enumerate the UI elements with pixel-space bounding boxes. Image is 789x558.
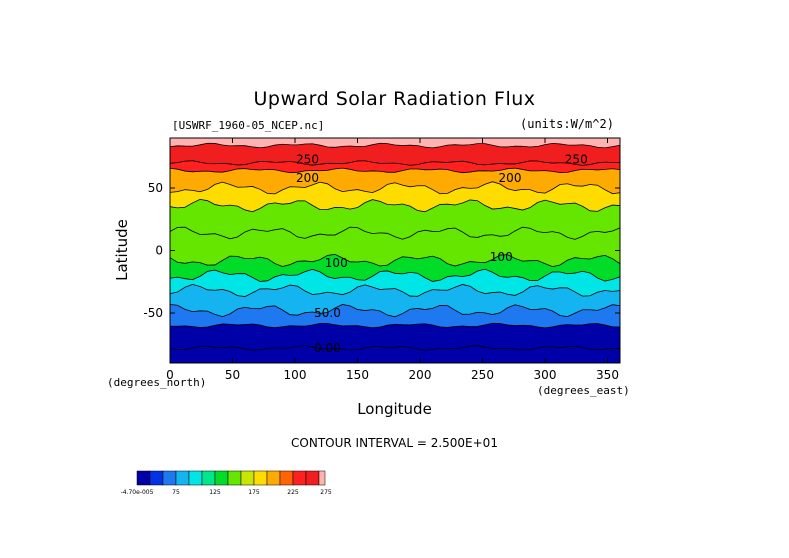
colorbar-swatch [149, 470, 164, 486]
contour-line [169, 304, 621, 318]
latitude-band [170, 138, 620, 148]
colorbar-swatch [266, 470, 281, 486]
colorbar: -4.70e-005 75 125 175 225 275 [121, 470, 332, 496]
contour-label: 100 [325, 256, 348, 270]
colorbar-swatch [162, 470, 177, 486]
colorbar-swatch [253, 470, 268, 486]
colorbar-swatch [136, 470, 151, 486]
contour-label: 0.00 [314, 341, 341, 355]
colorbar-label: 175 [248, 489, 260, 496]
x-axis-units: (degrees_east) [537, 384, 630, 397]
contour-line [169, 226, 621, 240]
colorbar-swatch [188, 470, 203, 486]
colorbar-label: -4.70e-005 [121, 489, 154, 496]
axis-ticks: 0 50 100 150 200 250 300 350 50 0 -50 [143, 138, 620, 382]
x-tick-label: 0 [166, 368, 174, 382]
contour-line [169, 167, 621, 174]
y-axis-units: (degrees_north) [107, 376, 207, 389]
latitude-band [170, 323, 620, 351]
contour-label: 200 [499, 171, 522, 185]
contour-line [169, 322, 621, 329]
contour-label: 100 [490, 250, 513, 264]
file-label: [USWRF_1960-05_NCEP.nc] [172, 119, 325, 132]
contour-line [169, 181, 621, 195]
latitude-band [170, 227, 620, 267]
contour-interval-note: CONTOUR INTERVAL = 2.500E+01 [291, 436, 498, 450]
contour-line [169, 142, 621, 149]
latitude-band [170, 269, 620, 297]
contour-label: 50.0 [314, 306, 341, 320]
plot-contour-labels: 250 250 200 200 100 100 50.0 0.00 [296, 152, 588, 355]
latitude-band [170, 160, 620, 173]
contour-line [169, 283, 621, 297]
y-tick-label: 0 [155, 244, 163, 258]
latitude-band [170, 199, 620, 240]
colorbar-swatch [279, 470, 294, 486]
contour-label: 250 [296, 152, 319, 166]
colorbar-swatch [318, 470, 326, 486]
latitude-band [170, 254, 620, 282]
x-tick-label: 200 [409, 368, 432, 382]
colorbar-swatch [201, 470, 216, 486]
colorbar-label: 75 [172, 489, 180, 496]
plot-contours [169, 142, 621, 351]
x-axis-label: Longitude [357, 400, 432, 418]
y-tick-label: -50 [143, 306, 163, 320]
contour-line [169, 345, 621, 351]
colorbar-swatch [305, 470, 320, 486]
colorbar-label: 225 [287, 489, 299, 496]
latitude-band [170, 284, 620, 317]
contour-label: 250 [565, 152, 588, 166]
x-tick-label: 100 [284, 368, 307, 382]
x-tick-label: 350 [596, 368, 619, 382]
colorbar-swatch [214, 470, 229, 486]
colorbar-swatch [227, 470, 242, 486]
colorbar-swatch [240, 470, 255, 486]
chart-title: Upward Solar Radiation Flux [253, 88, 536, 110]
plot-bands [170, 138, 620, 363]
x-tick-label: 300 [534, 368, 557, 382]
contour-line [169, 268, 621, 282]
contour-line [169, 253, 621, 268]
latitude-band [170, 181, 620, 212]
x-tick-label: 250 [471, 368, 494, 382]
y-tick-label: 50 [148, 181, 163, 195]
x-tick-label: 50 [225, 368, 240, 382]
latitude-band [170, 345, 620, 363]
contour-line [169, 198, 621, 213]
colorbar-label: 275 [320, 489, 332, 496]
colorbar-swatch [175, 470, 190, 486]
colorbar-swatch [292, 470, 307, 486]
latitude-band [170, 143, 620, 166]
colorbar-label: 125 [209, 489, 221, 496]
units-label: (units:W/m^2) [520, 117, 614, 131]
contour-line [169, 160, 621, 166]
latitude-band [170, 168, 620, 194]
x-tick-label: 150 [346, 368, 369, 382]
contour-label: 200 [296, 171, 319, 185]
